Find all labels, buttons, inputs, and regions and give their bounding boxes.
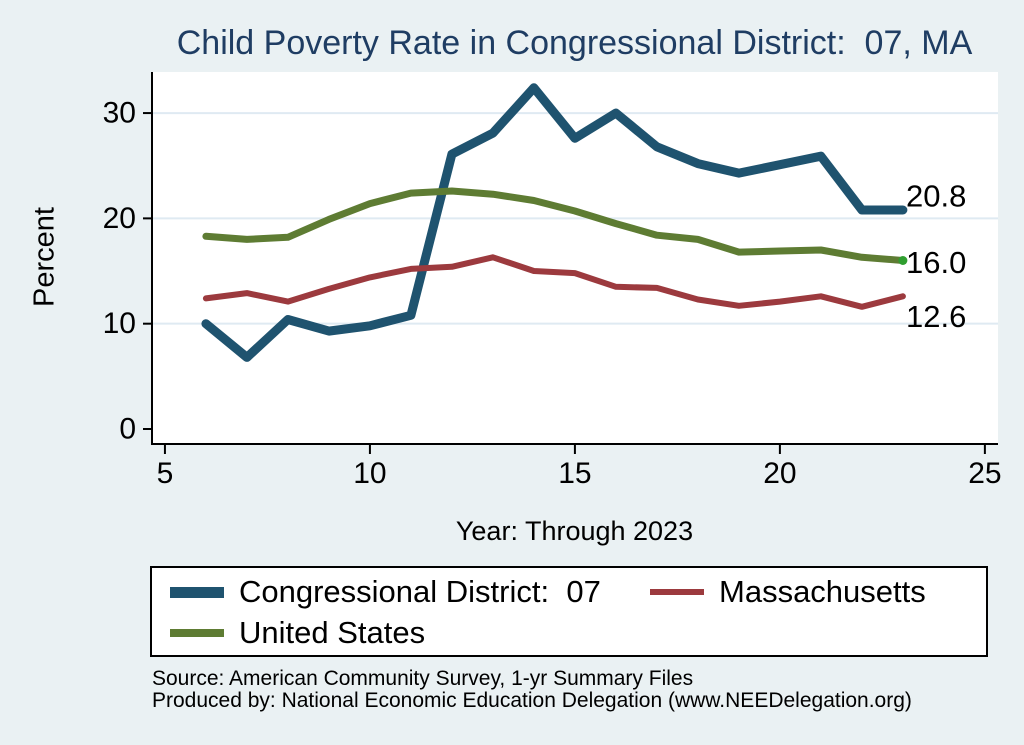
y-axis-title: Percent: [28, 207, 61, 307]
cd07-line-swatch: [170, 586, 224, 598]
produced-by-text: Produced by: National Economic Education…: [152, 689, 912, 712]
massachusetts-legend-label: Massachusetts: [719, 574, 926, 609]
cd07-line: [201, 83, 908, 362]
y-tick-label-0: 0: [119, 412, 136, 445]
chart-title: Child Poverty Rate in Congressional Dist…: [176, 24, 973, 62]
x-tick-label-25: 25: [968, 457, 1001, 490]
x-tick-label-5: 5: [157, 457, 174, 490]
ma-end-value-label: 12.6: [906, 299, 966, 334]
x-tick-label-20: 20: [763, 457, 796, 490]
united-states-line-swatch: [170, 629, 224, 637]
legend-item-cd07: Congressional District: 07: [170, 574, 601, 609]
us-end-value-label: 16.0: [906, 245, 966, 280]
legend-item-united-states: United States: [170, 615, 426, 650]
x-tick-label-15: 15: [558, 457, 591, 490]
y-tick-label-10: 10: [103, 307, 136, 340]
source-text: Source: American Community Survey, 1-yr …: [152, 667, 694, 690]
us-line: [202, 187, 907, 264]
massachusetts-line-swatch: [650, 589, 704, 595]
legend-item-massachusetts: Massachusetts: [650, 574, 926, 609]
cd07-end-value-label: 20.8: [906, 178, 966, 213]
cd07-legend-label: Congressional District: 07: [239, 574, 601, 609]
us-end-marker-dot: [898, 256, 908, 266]
legend: Congressional District: 07 Massachusetts…: [150, 566, 988, 657]
y-tick-label-20: 20: [103, 202, 136, 235]
x-tick-label-10: 10: [353, 457, 386, 490]
y-tick-label-30: 30: [103, 97, 136, 130]
united-states-legend-label: United States: [239, 615, 426, 650]
ma-line: [202, 254, 906, 310]
x-axis-title: Year: Through 2023: [455, 516, 694, 546]
